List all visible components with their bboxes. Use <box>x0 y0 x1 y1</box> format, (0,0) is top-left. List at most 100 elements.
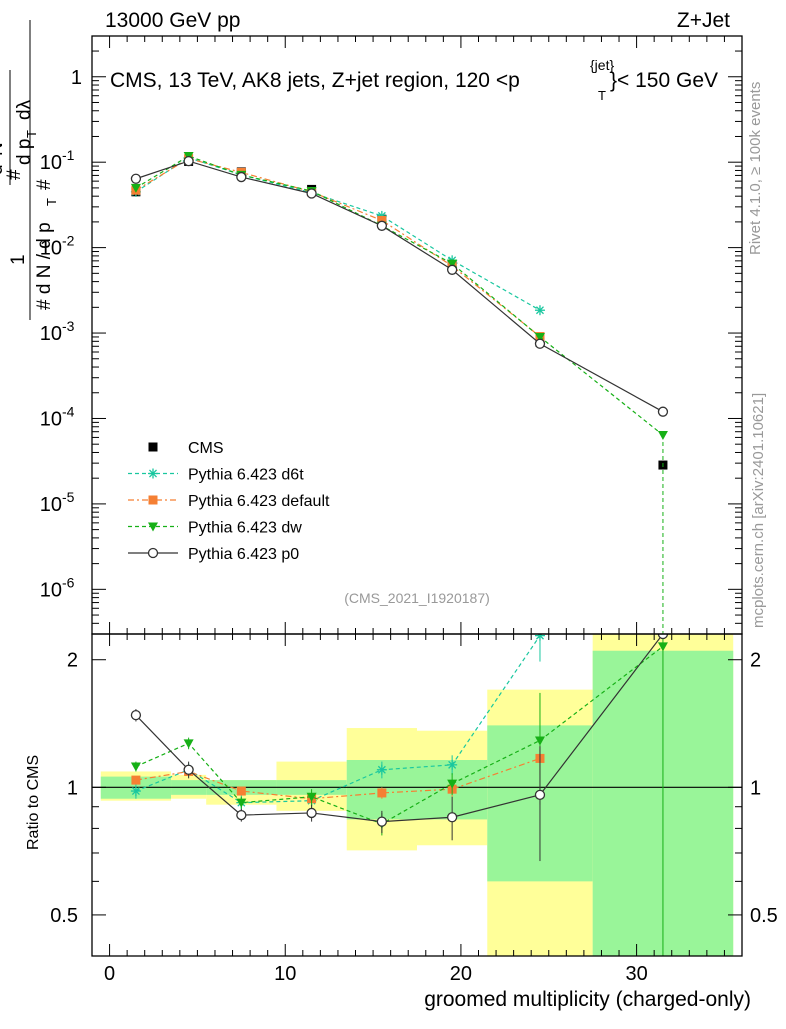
y-tick-label: 10 <box>40 323 62 345</box>
ratio-point-star <box>376 764 387 775</box>
svg-text:d p: d p <box>14 139 35 165</box>
svg-text:T: T <box>24 130 39 138</box>
main-point-circle-open <box>236 171 247 183</box>
ratio-uncertainty-bands <box>92 634 742 956</box>
main-point-circle-open <box>376 220 388 231</box>
ratio-point-circle-open <box>183 764 194 775</box>
ratio-series-group <box>130 634 669 956</box>
ratio-point-circle-open <box>236 809 247 821</box>
y-tick-label: 10 <box>40 494 62 516</box>
ratio-ylabel: Ratio to CMS <box>25 755 42 850</box>
x-tick-label: 0 <box>104 963 115 985</box>
y-tick-exponent: -3 <box>62 318 75 334</box>
ratio-point-circle-open <box>130 710 142 721</box>
legend-marker <box>148 468 158 479</box>
legend-entry: Pythia 6.423 d6t <box>128 467 304 484</box>
marker-stroke <box>448 760 457 769</box>
main-ylabel: 1 # d N / d p T # # d 2 N d p T dλ <box>0 20 59 320</box>
main-point-circle-open <box>183 155 194 167</box>
ratio-y-tick-label-right: 1 <box>750 777 761 799</box>
ratio-y-tick-label: 0.5 <box>50 905 78 927</box>
ratio-point-circle-open <box>376 816 388 827</box>
title-superscript: {jet} <box>590 57 614 73</box>
ratio-plot-frame <box>91 633 743 957</box>
x-tick-label: 20 <box>450 963 472 985</box>
svg-text:#: # <box>34 179 55 190</box>
legend-label: Pythia 6.423 default <box>188 493 330 510</box>
main-point-square <box>377 215 387 225</box>
marker-stroke <box>377 765 386 774</box>
main-point-triangle-down <box>534 332 545 342</box>
y-tick-label: 10 <box>40 408 62 430</box>
svg-text:N: N <box>0 142 7 156</box>
ratio-line-circle-open <box>135 634 664 823</box>
y-tick-label: 10 <box>40 152 62 174</box>
main-line-circle-open <box>135 160 664 413</box>
svg-text:1: 1 <box>8 254 29 265</box>
y-tick-exponent: -5 <box>62 489 75 505</box>
svg-text:CMS, 13 TeV, AK8 jets, Z+jet r: CMS, 13 TeV, AK8 jets, Z+jet region, 120… <box>110 69 520 92</box>
legend-label: Pythia 6.423 p0 <box>188 546 299 563</box>
analysis-id: (CMS_2021_I1920187) <box>344 590 490 606</box>
ratio-point-triangle-down <box>183 739 194 749</box>
header-left: 13000 GeV pp <box>105 9 240 32</box>
ratio-point-star <box>447 759 458 770</box>
svg-text:d: d <box>0 164 7 175</box>
legend-label: Pythia 6.423 dw <box>188 520 302 537</box>
legend-label: Pythia 6.423 d6t <box>188 467 304 484</box>
ratio-point-triangle-down <box>236 798 247 808</box>
marker-stroke <box>131 787 140 796</box>
main-series-group <box>130 152 669 634</box>
legend-entry: Pythia 6.423 default <box>128 493 330 510</box>
marker-stroke <box>149 469 157 478</box>
main-point-triangle-down <box>447 259 458 269</box>
ratio-point-triangle-down <box>130 762 141 772</box>
y-tick-exponent: -2 <box>62 233 75 249</box>
svg-text:# d N / d p: # d N / d p <box>34 222 55 310</box>
svg-text:T: T <box>44 198 59 206</box>
x-tick-label: 10 <box>274 963 296 985</box>
legend-entry: Pythia 6.423 p0 <box>128 546 299 563</box>
y-tick-label: 1 <box>71 67 82 89</box>
y-tick-exponent: -6 <box>62 574 75 590</box>
main-point-circle-open <box>446 264 458 275</box>
title-subscript: T <box>598 88 606 103</box>
svg-text:#: # <box>4 169 25 180</box>
ratio-point-square <box>131 775 141 785</box>
mcplots-label: mcplots.cern.ch [arXiv:2401.10621] <box>750 393 767 628</box>
y-tick-exponent: -1 <box>62 147 75 163</box>
ratio-point-triangle-down <box>657 642 668 652</box>
marker-stroke <box>535 634 543 640</box>
legend-label: CMS <box>188 440 224 457</box>
ratio-y-tick-label: 1 <box>67 777 78 799</box>
header-right: Z+Jet <box>677 9 730 32</box>
y-tick-label: 10 <box>40 579 62 601</box>
x-tick-label: 30 <box>625 963 647 985</box>
plot-title: CMS, 13 TeV, AK8 jets, Z+jet region, 120… <box>110 57 718 103</box>
ratio-point-triangle-down <box>447 779 458 789</box>
ratio-point-star <box>534 634 545 641</box>
legend-marker <box>148 522 158 532</box>
y-tick-exponent: -4 <box>62 403 75 419</box>
ratio-line-triangle-down <box>135 645 664 825</box>
legend: CMS Pythia 6.423 d6t Pythia 6.423 default P… <box>128 440 330 563</box>
legend-marker <box>148 442 158 452</box>
legend-entry: Pythia 6.423 dw <box>128 520 302 537</box>
main-point-circle-open <box>306 188 317 199</box>
marker-stroke <box>535 306 544 315</box>
ratio-point-circle-open <box>306 807 317 819</box>
main-line-square <box>135 158 541 338</box>
y-tick-label: 10 <box>40 238 62 260</box>
ratio-point-star <box>130 786 141 797</box>
legend-marker <box>147 547 159 559</box>
ratio-y-tick-label-right: 0.5 <box>750 905 778 927</box>
main-point-triangle-down <box>130 183 141 193</box>
ratio-y-tick-label-right: 2 <box>750 650 761 672</box>
rivet-label: Rivet 4.1.0, ≥ 100k events <box>747 82 764 255</box>
main-point-star <box>534 305 545 316</box>
ratio-point-circle-open <box>446 812 458 823</box>
main-point-circle-open <box>657 406 669 417</box>
main-point-circle-open <box>534 338 546 349</box>
